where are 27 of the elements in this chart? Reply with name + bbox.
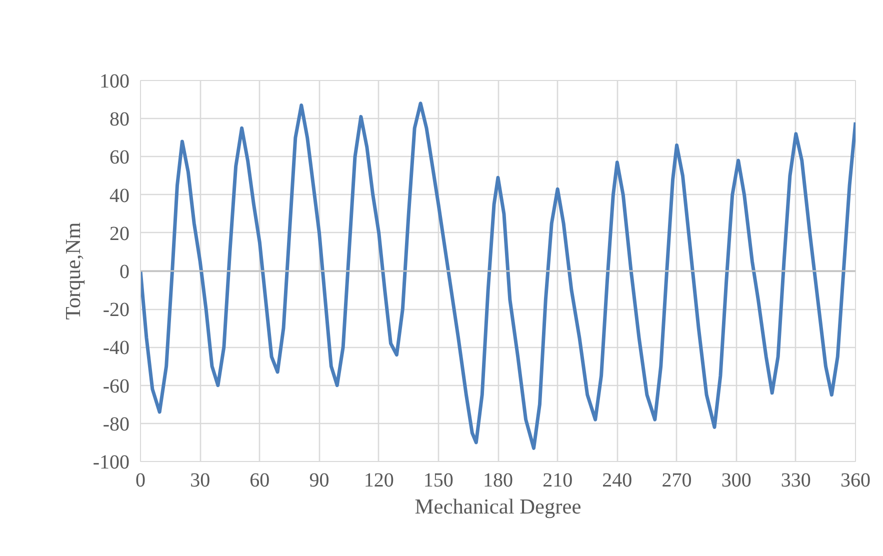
y-tick-label: -60 <box>102 375 130 398</box>
x-tick-label: 180 <box>483 470 513 492</box>
y-axis-title: Torque,Nm <box>60 222 85 320</box>
y-tick-label: 20 <box>110 222 130 245</box>
y-tick-label: 80 <box>110 108 130 131</box>
x-tick-label: 330 <box>780 470 811 492</box>
x-tick-label: 210 <box>542 470 573 492</box>
y-tick-label: 40 <box>110 184 130 207</box>
y-tick-label: -20 <box>102 299 130 322</box>
x-tick-label: 30 <box>190 470 210 492</box>
x-tick-label: 150 <box>423 470 454 492</box>
y-tick-label: 60 <box>110 146 130 169</box>
y-tick-label: -80 <box>102 413 130 436</box>
x-tick-label: 300 <box>721 470 752 492</box>
x-tick-label: 120 <box>364 470 394 492</box>
y-tick-label: -40 <box>102 337 130 360</box>
x-tick-label: 240 <box>602 470 632 492</box>
line-series <box>140 102 856 450</box>
x-tick-label: 60 <box>250 470 270 492</box>
x-tick-label: 0 <box>136 470 146 492</box>
y-tick-label: 100 <box>100 70 130 92</box>
x-tick-label: 90 <box>309 470 330 492</box>
x-tick-label: 270 <box>662 470 692 492</box>
x-axis-title: Mechanical Degree <box>414 494 582 518</box>
y-tick-label: 0 <box>120 261 130 283</box>
x-tick-label: 360 <box>840 470 870 492</box>
y-tick-label: -100 <box>92 452 130 474</box>
